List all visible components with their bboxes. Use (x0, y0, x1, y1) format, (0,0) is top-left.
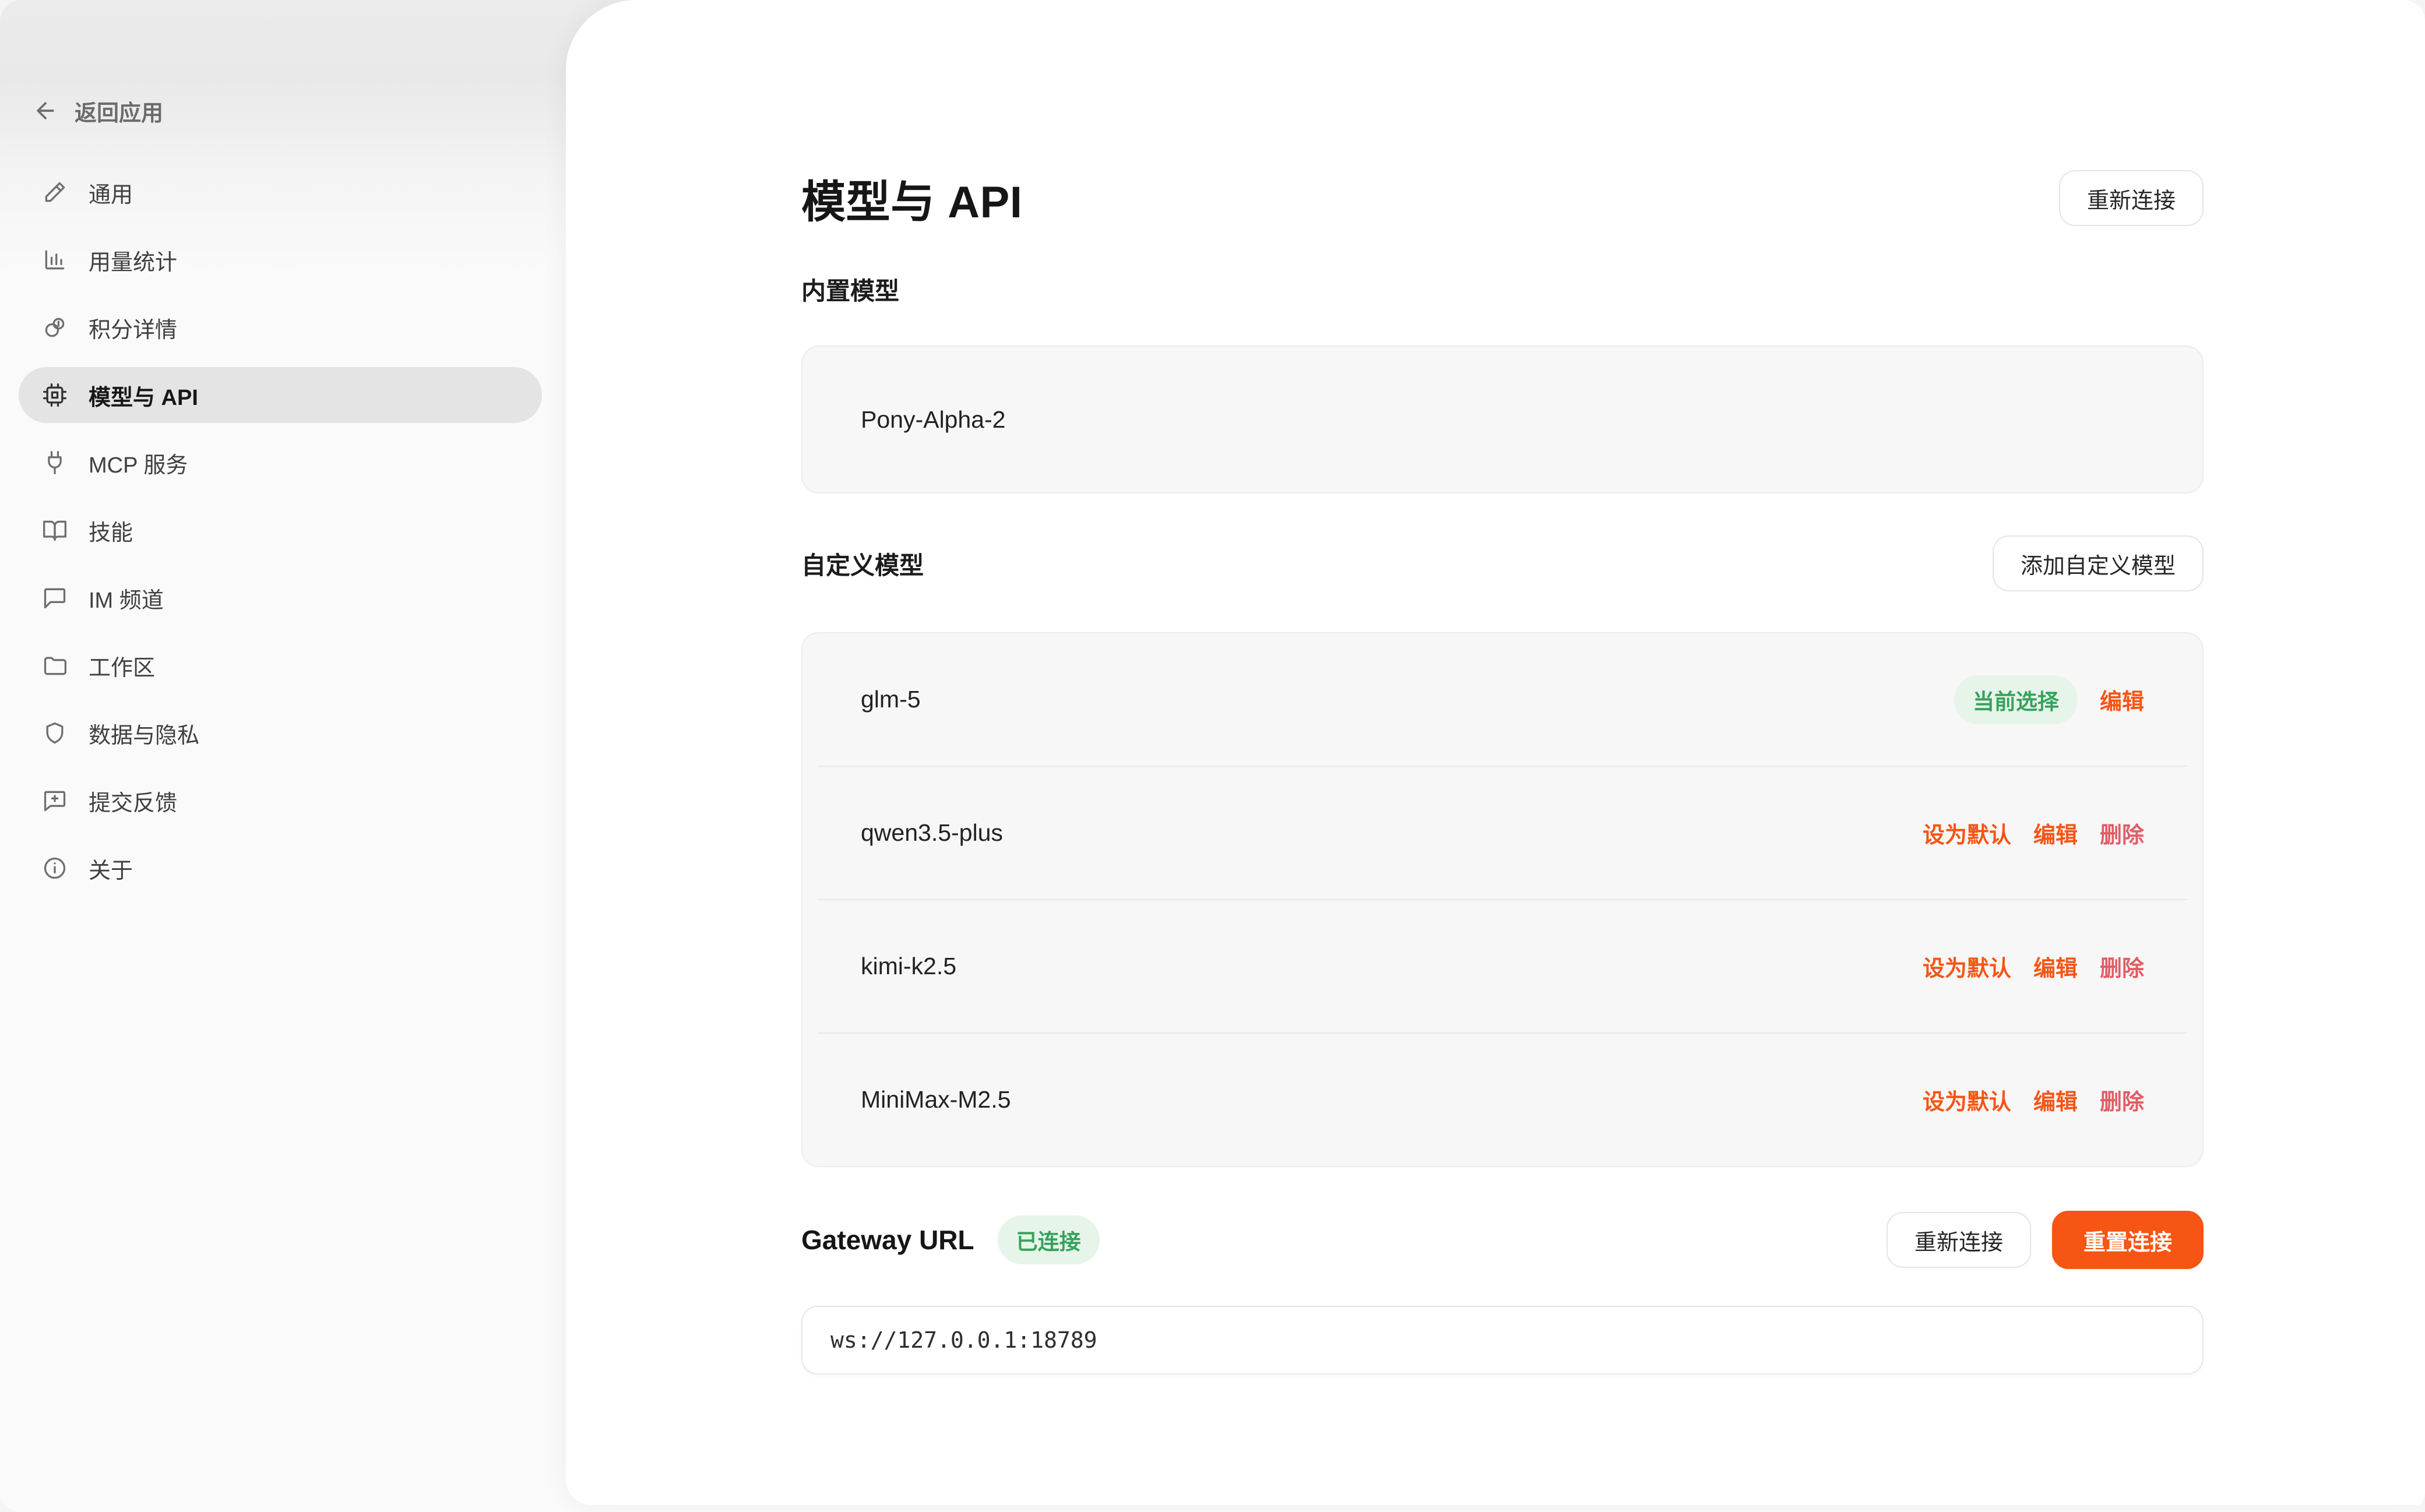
sidebar-item-2[interactable]: 积分详情 (19, 299, 542, 355)
sidebar-item-5[interactable]: 技能 (19, 502, 542, 558)
sidebar-item-0[interactable]: 通用 (19, 164, 542, 220)
set-default-link[interactable]: 设为默认 (1922, 957, 2011, 981)
settings-panel: 模型与 API 重新连接 内置模型 Pony-Alpha-2 自定义模型 添加自… (566, 0, 2425, 1505)
delete-link[interactable]: 删除 (2099, 823, 2144, 848)
page-title: 模型与 API (801, 178, 1023, 227)
page-header: 模型与 API 重新连接 (801, 170, 2204, 227)
sidebar-item-10[interactable]: 关于 (19, 840, 542, 896)
gateway-label-group: Gateway URL 已连接 (801, 1215, 1100, 1264)
sidebar-item-label: 提交反馈 (89, 791, 178, 816)
model-name: qwen3.5-plus (861, 819, 1003, 846)
delete-link[interactable]: 删除 (2099, 1090, 2144, 1115)
builtin-models-heading: 内置模型 (801, 277, 900, 305)
back-label: 返回应用 (75, 101, 164, 126)
sidebar-item-label: 积分详情 (89, 318, 178, 343)
feedback-icon (44, 791, 66, 812)
current-selection-badge: 当前选择 (1954, 675, 2078, 724)
builtin-model-name: Pony-Alpha-2 (861, 406, 1006, 433)
sidebar-item-1[interactable]: 用量统计 (19, 232, 542, 288)
coins-icon (45, 318, 65, 337)
custom-models-header: 自定义模型 添加自定义模型 (801, 535, 2204, 591)
custom-model-row: MiniMax-M2.5 设为默认 编辑 删除 (803, 1034, 2202, 1166)
sidebar-item-label: 技能 (89, 520, 133, 545)
chip-icon (43, 383, 66, 407)
sidebar-item-3[interactable]: 模型与 API (19, 367, 542, 423)
set-default-link[interactable]: 设为默认 (1922, 1090, 2011, 1115)
sidebar-item-8[interactable]: 数据与隐私 (19, 705, 542, 761)
bar-chart-icon (45, 250, 65, 270)
edit-link[interactable]: 编辑 (2033, 957, 2078, 981)
sidebar-item-label: 工作区 (89, 655, 156, 681)
custom-model-row: qwen3.5-plus 设为默认 编辑 删除 (803, 767, 2202, 899)
model-name: MiniMax-M2.5 (861, 1086, 1011, 1113)
sidebar-item-9[interactable]: 提交反馈 (19, 773, 542, 829)
plug-icon (48, 451, 62, 474)
pencil-icon (45, 182, 65, 202)
sidebar-item-4[interactable]: MCP 服务 (19, 435, 542, 491)
custom-model-list: glm-5 当前选择 编辑 qwen3.5-plus 设为默认 编辑 删除 kimi-k2.5… (801, 632, 2204, 1167)
sidebar-item-label: 模型与 API (89, 385, 198, 410)
sidebar-item-label: 通用 (89, 182, 133, 207)
builtin-model-card: Pony-Alpha-2 (801, 346, 2204, 494)
row-actions: 设为默认 编辑 删除 (1923, 817, 2144, 849)
gateway-section: Gateway URL 已连接 重新连接 重置连接 (801, 1211, 2204, 1269)
edit-link[interactable]: 编辑 (2033, 1090, 2078, 1115)
custom-model-row: kimi-k2.5 设为默认 编辑 删除 (803, 900, 2202, 1032)
row-divider (818, 1032, 2187, 1034)
model-name: kimi-k2.5 (861, 953, 957, 979)
custom-model-row: glm-5 当前选择 编辑 (803, 633, 2202, 766)
edit-link[interactable]: 编辑 (2099, 690, 2144, 714)
add-custom-model-button[interactable]: 添加自定义模型 (1992, 535, 2204, 591)
shield-icon (46, 722, 64, 744)
sidebar-item-label: 关于 (89, 858, 133, 883)
folder-icon (44, 657, 66, 675)
row-divider (818, 899, 2187, 900)
sidebar-item-label: 数据与隐私 (89, 723, 200, 748)
custom-models-heading: 自定义模型 (801, 551, 924, 579)
back-to-app-button[interactable]: 返回应用 (33, 83, 163, 139)
sidebar-item-label: MCP 服务 (89, 453, 188, 478)
gateway-reset-button[interactable]: 重置连接 (2051, 1211, 2204, 1269)
row-actions: 设为默认 编辑 删除 (1923, 1084, 2144, 1116)
row-actions: 当前选择 编辑 (1954, 675, 2144, 724)
arrow-left-icon (37, 102, 54, 119)
edit-link[interactable]: 编辑 (2033, 823, 2078, 848)
gateway-buttons: 重新连接 重置连接 (1886, 1211, 2204, 1269)
connected-badge: 已连接 (997, 1215, 1100, 1264)
delete-link[interactable]: 删除 (2099, 957, 2144, 981)
sidebar-item-6[interactable]: IM 频道 (19, 570, 542, 626)
gateway-url-input[interactable] (801, 1306, 2204, 1374)
sidebar: 返回应用 通用用量统计积分详情模型与 API MCP 服务 技能 IM 频道工作区数据… (0, 0, 566, 1512)
gateway-reconnect-button[interactable]: 重新连接 (1886, 1212, 2031, 1268)
row-actions: 设为默认 编辑 删除 (1923, 950, 2144, 982)
book-icon (43, 520, 66, 541)
set-default-link[interactable]: 设为默认 (1922, 823, 2011, 848)
sidebar-item-label: 用量统计 (89, 250, 178, 275)
sidebar-item-7[interactable]: 工作区 (19, 637, 542, 693)
chat-icon (44, 588, 66, 609)
gateway-url-label: Gateway URL (801, 1225, 974, 1255)
info-icon (44, 857, 66, 879)
model-name: glm-5 (861, 686, 921, 713)
reconnect-button[interactable]: 重新连接 (2058, 170, 2204, 226)
sidebar-item-label: IM 频道 (89, 588, 164, 613)
row-divider (818, 766, 2187, 767)
sidebar-nav: 通用用量统计积分详情模型与 API MCP 服务 技能 IM 频道工作区数据与隐私提交… (19, 164, 542, 896)
